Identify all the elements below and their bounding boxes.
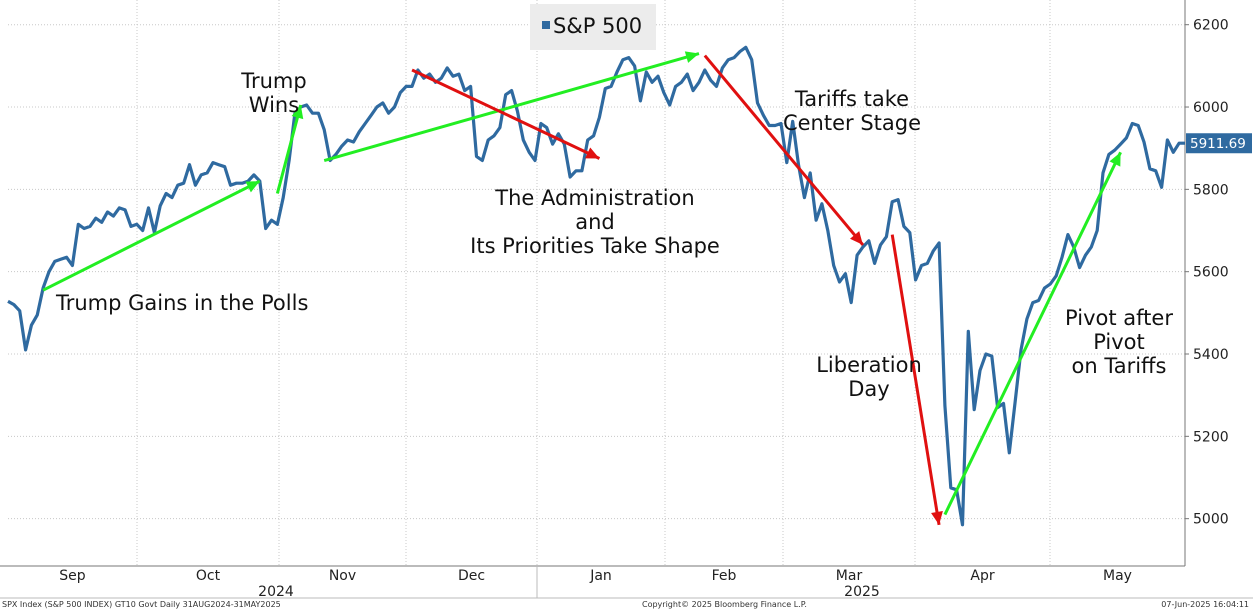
arrow-tariffs [703, 54, 865, 246]
arrow-shaft [411, 68, 601, 160]
arrow-administration-up [323, 51, 700, 162]
annotation-line: Pivot after [1065, 306, 1173, 330]
arrow-head-icon [585, 147, 600, 159]
last-value-label: 5911.69 [1190, 136, 1246, 152]
annotation-line: Wins [248, 93, 300, 117]
annotation-line: Day [848, 377, 890, 401]
arrow-head-icon [1109, 152, 1121, 167]
arrow-wins [275, 104, 304, 194]
annotation-line: on Tariffs [1071, 354, 1167, 378]
arrow-head-icon [291, 104, 304, 120]
y-tick-label: 6000 [1193, 100, 1229, 116]
annotation-line: Its Priorities Take Shape [470, 234, 720, 258]
arrow-shaft [275, 104, 303, 194]
x-month-label: Oct [196, 568, 221, 584]
annotation-line: Liberation [816, 353, 922, 377]
arrow-head-icon [684, 51, 699, 63]
y-tick-label: 6200 [1193, 18, 1229, 34]
sp500-series-line [7, 45, 1185, 527]
x-month-label: Dec [458, 568, 485, 584]
arrow-shaft [323, 52, 700, 162]
y-tick-label: 5000 [1193, 512, 1229, 528]
x-month-label: Feb [712, 568, 737, 584]
annotation-line: Center Stage [782, 111, 922, 135]
annotation-tariffs: Tariffs take Center Stage [778, 87, 926, 135]
annotation-line: Tariffs take [794, 87, 910, 111]
arrow-administration-down [411, 68, 601, 160]
y-tick-label: 5800 [1193, 182, 1229, 198]
arrow-polls [42, 179, 261, 292]
footer-source: SPX Index (S&P 500 INDEX) GT10 Govt Dail… [2, 600, 281, 609]
annotation-liberation-day: Liberation Day [810, 353, 928, 401]
chart-legend: S&P 500 [530, 4, 656, 50]
year-label-2024: 2024 [258, 584, 294, 600]
arrow-shaft [943, 151, 1122, 516]
footer-timestamp: 07-Jun-2025 16:04:11 [1161, 600, 1249, 609]
footer-copyright: Copyright© 2025 Bloomberg Finance L.P. [642, 600, 807, 609]
x-month-label: Jan [589, 568, 612, 584]
year-label-2025: 2025 [844, 584, 880, 600]
y-tick-label: 5400 [1193, 347, 1229, 363]
annotation-trump-gains: Trump Gains in the Polls [56, 291, 308, 315]
legend-label: S&P 500 [553, 14, 643, 38]
x-month-label: Sep [59, 568, 86, 584]
last-value-badge [1186, 133, 1252, 154]
x-month-label: Apr [970, 568, 994, 584]
arrow-shaft [703, 54, 865, 246]
y-tick-label: 5200 [1193, 429, 1229, 445]
arrow-head-icon [849, 231, 863, 245]
arrow-pivot [943, 151, 1122, 516]
annotation-line: Trump [241, 69, 307, 93]
arrow-head-icon [245, 181, 260, 193]
annotation-trump-wins: Trump Wins [238, 69, 310, 117]
annotation-line: and [575, 210, 615, 234]
arrow-shaft [890, 234, 941, 526]
annotation-line: Trump Gains in the Polls [56, 291, 309, 315]
x-month-label: Mar [836, 568, 863, 584]
annotation-line: The Administration [495, 186, 695, 210]
arrow-head-icon [931, 511, 943, 525]
annotation-line: Pivot [1093, 330, 1145, 354]
x-month-label: Nov [329, 568, 356, 584]
legend-swatch-icon [542, 21, 550, 29]
arrow-shaft [42, 179, 261, 292]
annotation-administration: The Administration and Its Priorities Ta… [455, 186, 735, 258]
annotation-pivot: Pivot after Pivot on Tariffs [1056, 306, 1182, 378]
y-tick-label: 5600 [1193, 265, 1229, 281]
x-month-label: May [1103, 568, 1132, 584]
arrow-liberation [890, 234, 943, 526]
